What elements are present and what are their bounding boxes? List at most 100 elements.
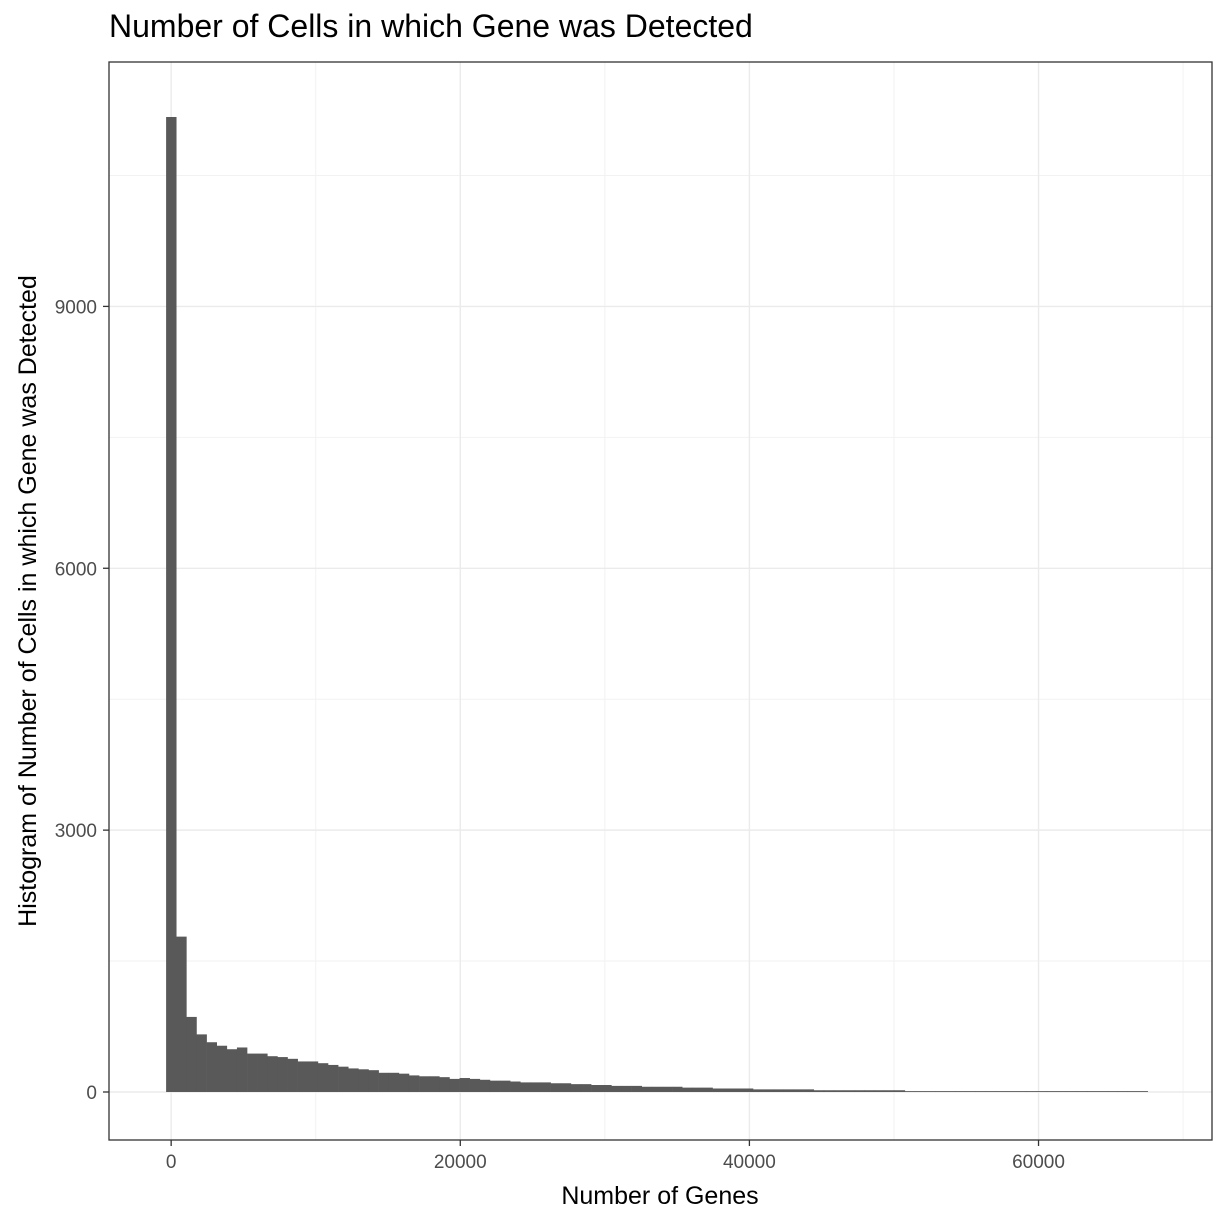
histogram-bar: [712, 1088, 723, 1092]
histogram-bar: [651, 1086, 663, 1092]
histogram-bar: [742, 1088, 754, 1092]
x-axis-ticks: 0 20000 40000 60000: [166, 1140, 1065, 1173]
histogram-bar: [439, 1077, 450, 1092]
histogram-bar: [975, 1091, 987, 1092]
histogram-bar: [1036, 1091, 1047, 1092]
histogram-bar: [1137, 1091, 1148, 1092]
histogram-bar: [459, 1078, 470, 1092]
histogram-bar: [682, 1087, 693, 1092]
histogram-bar: [216, 1045, 228, 1092]
histogram-bar: [166, 116, 177, 1092]
histogram-bar: [267, 1056, 278, 1092]
histogram-bar: [247, 1053, 258, 1092]
histogram-bar: [429, 1076, 440, 1092]
x-axis-title: Number of Genes: [561, 1182, 758, 1210]
histogram-bar: [985, 1091, 997, 1092]
histogram-bar: [520, 1082, 531, 1092]
histogram-bar: [510, 1081, 521, 1092]
histogram-bar: [236, 1047, 248, 1092]
histogram-bar: [206, 1042, 217, 1092]
histogram-bars: [166, 116, 1148, 1092]
histogram-bar: [500, 1080, 511, 1092]
x-tick-label: 0: [166, 1152, 177, 1173]
histogram-bar: [692, 1087, 703, 1092]
histogram-bar: [489, 1080, 501, 1092]
histogram-bar: [398, 1073, 410, 1092]
histogram-bar: [449, 1078, 460, 1092]
histogram-bar: [945, 1091, 956, 1092]
histogram-bar: [672, 1086, 683, 1092]
histogram-bar: [641, 1086, 653, 1092]
plot-panel-background: [109, 62, 1212, 1140]
histogram-bar: [763, 1089, 774, 1092]
histogram-bar: [408, 1075, 420, 1092]
histogram-bar: [591, 1085, 602, 1092]
y-tick-label: 0: [86, 1083, 97, 1104]
histogram-bar: [469, 1078, 481, 1092]
histogram-bar: [338, 1066, 349, 1092]
histogram-bar: [995, 1091, 1007, 1092]
histogram-bar: [1107, 1091, 1118, 1092]
y-axis-ticks: 0 3000 6000 9000: [55, 297, 109, 1104]
histogram-bar: [884, 1090, 895, 1092]
histogram-bar: [823, 1090, 835, 1092]
histogram-bar: [732, 1088, 744, 1092]
histogram-bar: [803, 1089, 815, 1092]
histogram-bar: [1046, 1091, 1057, 1092]
y-tick-label: 6000: [55, 559, 97, 580]
histogram-bar: [874, 1090, 885, 1092]
histogram-bar: [1006, 1091, 1017, 1092]
histogram-bar: [257, 1053, 268, 1092]
histogram-bar: [722, 1088, 734, 1092]
histogram-bar: [1016, 1091, 1027, 1092]
chart-title: Number of Cells in which Gene was Detect…: [109, 8, 753, 44]
histogram-bar: [631, 1085, 643, 1092]
histogram-bar: [844, 1090, 855, 1092]
histogram-bar: [186, 1016, 197, 1092]
histogram-bar: [388, 1072, 400, 1092]
histogram-bar: [297, 1061, 309, 1092]
minor-gridlines: [109, 62, 1212, 1140]
histogram-bar: [955, 1091, 966, 1092]
histogram-bar: [783, 1089, 794, 1092]
histogram-bar: [479, 1079, 491, 1092]
histogram-bar: [864, 1090, 875, 1092]
histogram-bar: [419, 1076, 430, 1092]
histogram-bar: [793, 1089, 804, 1092]
x-tick-label: 60000: [1012, 1152, 1065, 1173]
histogram-bar: [307, 1061, 319, 1092]
y-axis-title: Histogram of Number of Cells in which Ge…: [14, 275, 42, 927]
histogram-bar: [560, 1083, 572, 1092]
histogram-bar: [530, 1082, 541, 1092]
plot-panel-border: [108, 61, 1213, 1141]
histogram-bar: [358, 1069, 369, 1092]
histogram-bar: [611, 1085, 622, 1092]
histogram-bar: [833, 1090, 845, 1092]
histogram-bar: [1066, 1091, 1078, 1092]
histogram-bar: [1127, 1091, 1138, 1092]
histogram-bar: [1097, 1091, 1108, 1092]
histogram-bar: [328, 1064, 339, 1092]
histogram-bar: [1026, 1091, 1037, 1092]
histogram-bar: [378, 1072, 390, 1092]
histogram-bar: [601, 1085, 612, 1092]
histogram-bar: [854, 1090, 865, 1092]
histogram-bar: [176, 936, 187, 1092]
histogram-bar: [773, 1089, 784, 1092]
histogram-bar: [925, 1091, 936, 1092]
histogram-bar: [287, 1058, 298, 1092]
histogram-bar: [368, 1070, 379, 1092]
histogram-bar: [1117, 1091, 1128, 1092]
histogram-bar: [965, 1091, 976, 1092]
histogram-bar: [1076, 1091, 1088, 1092]
histogram-bar: [753, 1089, 764, 1092]
histogram-bar: [277, 1057, 288, 1092]
histogram-bar: [226, 1049, 238, 1092]
histogram-bar: [914, 1091, 926, 1092]
histogram-bar: [348, 1068, 359, 1092]
y-tick-label: 9000: [55, 297, 97, 318]
histogram-bar: [813, 1090, 825, 1092]
x-tick-label: 40000: [723, 1152, 776, 1173]
histogram-bar: [570, 1084, 582, 1092]
